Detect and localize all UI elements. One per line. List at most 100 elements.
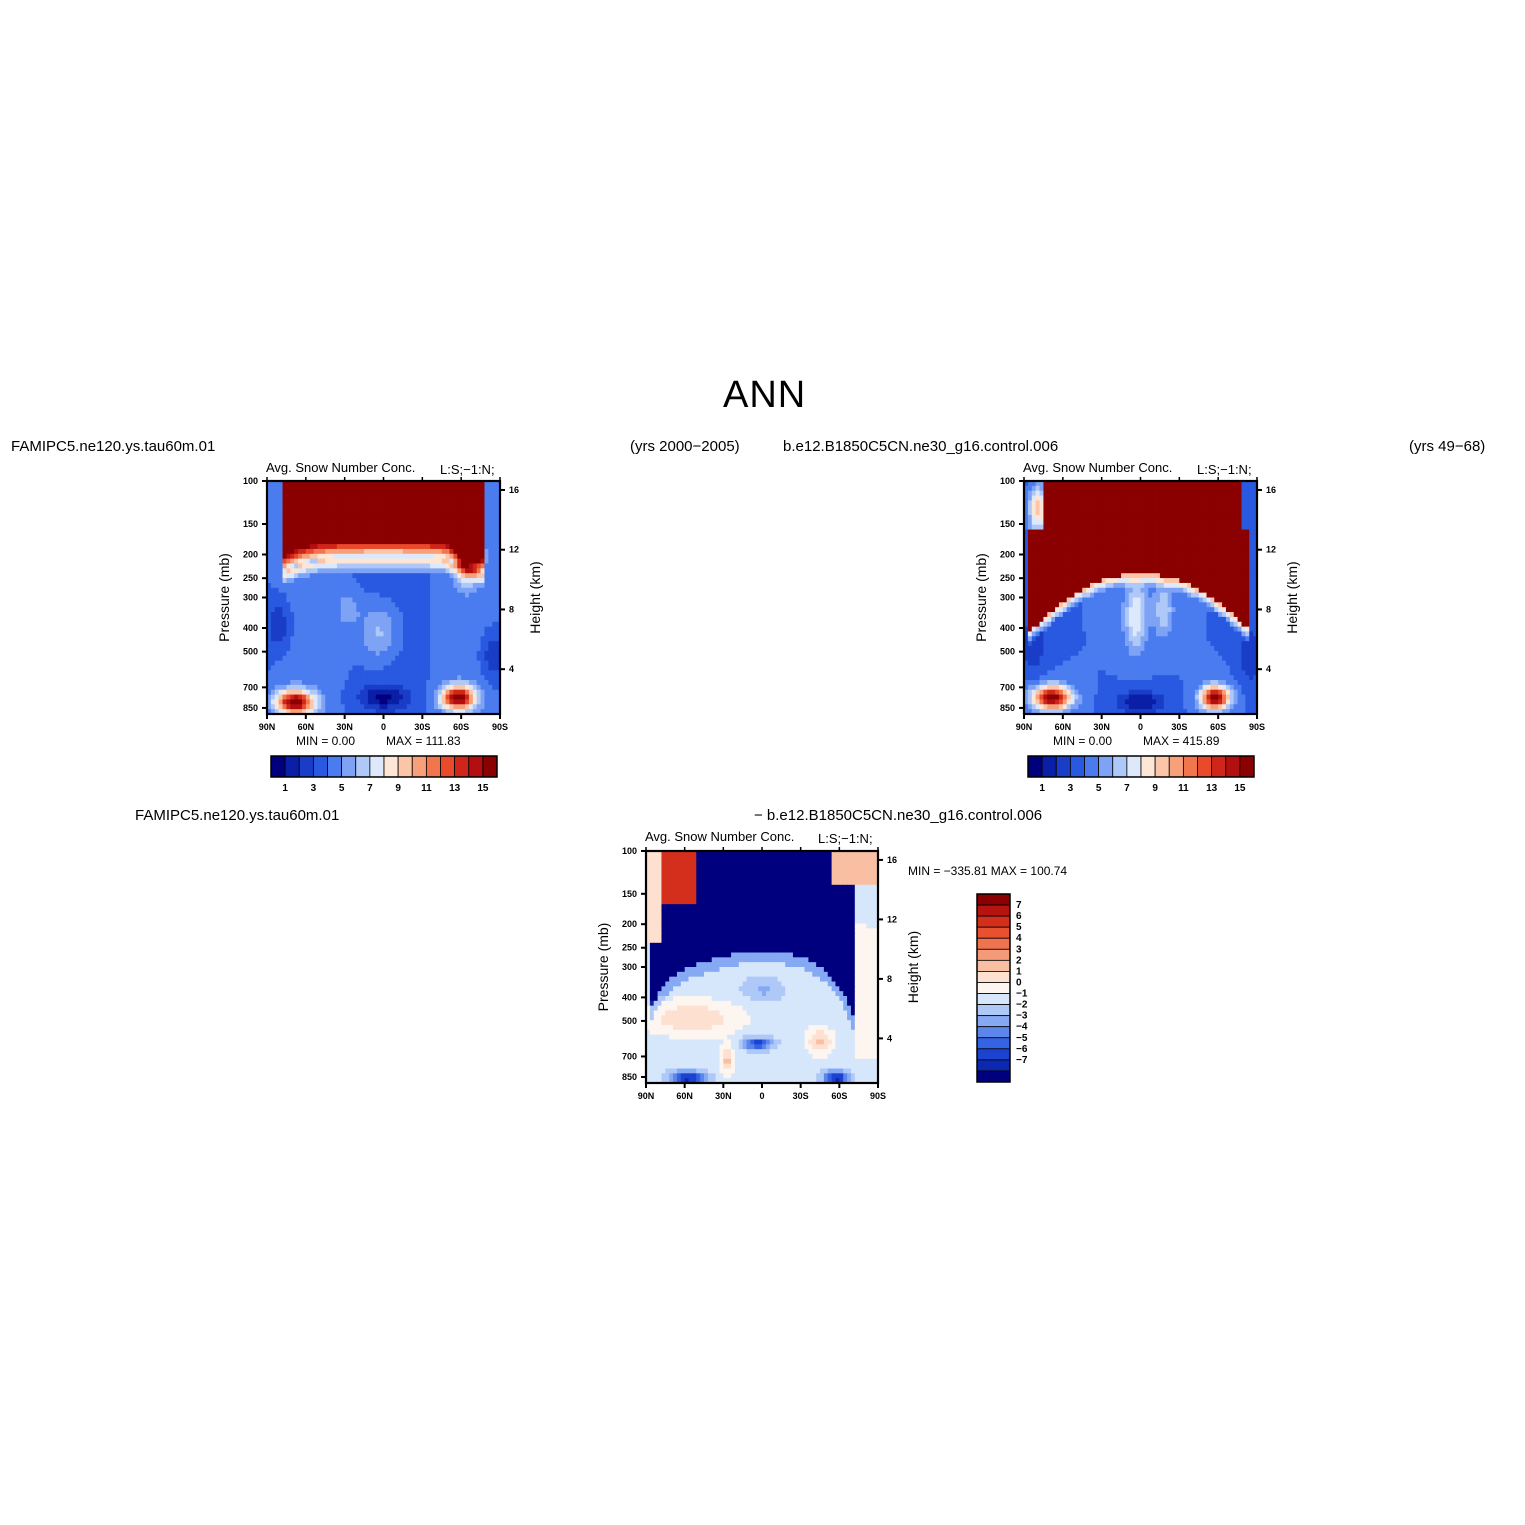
tr-cell [1090,621,1095,628]
tl-cell [329,631,334,637]
tl-cell [371,675,377,681]
tl-cell [406,558,412,565]
tl-cell [410,655,416,662]
tl-cell [371,709,377,715]
tl-cell [360,568,365,574]
tl-cell [395,485,400,492]
tl-cell [406,650,412,657]
tl-cell [465,646,470,652]
tr-cell [1152,626,1157,633]
tr-cell [1035,592,1041,599]
tl-cell [410,485,416,492]
tl-cell [402,704,408,710]
tl-cell [484,534,489,540]
tr-cell [1117,582,1122,589]
tl-cell [329,641,334,647]
tr-cell [1159,548,1165,555]
tr-cell [1144,597,1149,603]
tl-cell [422,660,427,667]
tl-cell [453,709,458,715]
tr-cell [1210,481,1215,487]
tl-cell [422,680,427,686]
tl-cell [340,670,346,676]
tl-cell [433,592,439,599]
tr-cell [1198,636,1204,642]
tl-cell [270,646,276,652]
tr-cell [1159,529,1165,535]
tr-cell [1156,524,1161,531]
tl-cell [340,655,346,662]
tr-cell [1245,495,1250,502]
tr-cell [1175,607,1180,613]
tl-cell [391,514,396,521]
tl-cell [383,519,388,526]
tl-cell [414,514,420,521]
tl-cell [430,650,435,657]
tl-cell [294,578,299,584]
tl-cell [437,670,443,676]
tr-cell [1233,612,1239,618]
tl-cell [352,495,357,502]
tl-cell [476,704,482,710]
tl-cell [305,582,311,589]
tr-cell [1047,616,1052,623]
tl-cell [433,481,439,487]
tr-cell [1109,568,1114,574]
tl-cell [371,558,377,565]
tl-cell [298,694,303,701]
tr-cell [1179,490,1184,497]
tr-cell [1225,529,1231,535]
tr-cell [1062,548,1068,555]
tr-cell [1093,607,1099,613]
tl-cell [383,568,388,574]
tl-ytick-label: 300 [243,593,258,603]
tr-cell [1144,505,1149,511]
tl-cell [309,510,315,516]
tl-cell [333,699,338,705]
tl-cell [399,660,404,667]
tl-cell [414,534,420,540]
tr-cell [1055,481,1060,487]
tl-y2tick-label: 16 [509,485,519,495]
tr-cell [1097,548,1103,555]
tl-cell [402,578,408,584]
tr-cell [1035,621,1041,628]
tr-cell [1078,568,1083,574]
tl-cell [290,646,295,652]
tl-cell [453,670,458,676]
tl-cell [336,612,342,618]
tr-cell [1144,524,1149,531]
tl-cell [317,675,322,681]
tl-cell [414,641,420,647]
tr-cell [1113,573,1118,579]
tl-cell [406,655,412,662]
tr-cell [1156,490,1161,497]
tr-cell [1148,578,1153,584]
tr-cell [1093,524,1099,531]
tl-cell [465,650,470,657]
tl-cell [360,534,365,540]
tl-cell [449,665,454,671]
tl-cell [433,626,439,633]
tl-cell [290,582,295,589]
tl-cell [480,602,486,608]
tl-cell [461,626,466,633]
tr-cell [1194,481,1200,487]
tr-cell [1214,558,1219,565]
tl-cell [437,481,443,487]
tl-cell [364,602,369,608]
tl-cell [379,665,385,671]
tr-cell [1093,568,1099,574]
tr-cell [1175,481,1180,487]
tr-cell [1159,602,1165,608]
tl-cell [449,548,454,555]
tl-cell [476,519,482,526]
tl-cell [468,670,474,676]
tl-cell [496,699,501,705]
tr-cell [1086,582,1091,589]
tr-cell [1074,519,1079,526]
tr-cell [1179,500,1184,506]
tr-cell [1237,539,1243,545]
tr-cell [1035,548,1041,555]
tr-cell [1070,631,1076,637]
